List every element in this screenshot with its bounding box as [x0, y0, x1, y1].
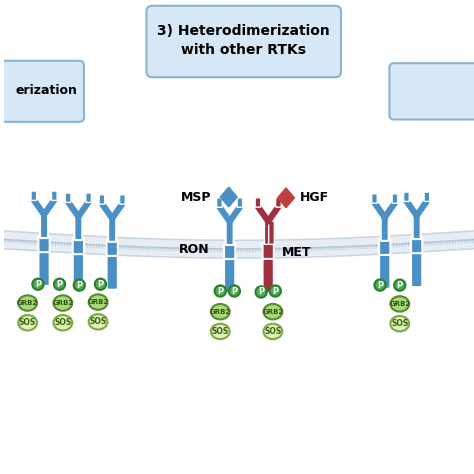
- Text: GRB2: GRB2: [210, 309, 231, 315]
- FancyBboxPatch shape: [275, 198, 281, 207]
- Polygon shape: [278, 188, 294, 208]
- FancyBboxPatch shape: [411, 237, 422, 253]
- Text: SOS: SOS: [211, 327, 229, 336]
- Ellipse shape: [391, 296, 409, 311]
- Text: SOS: SOS: [391, 319, 409, 328]
- FancyBboxPatch shape: [392, 194, 398, 203]
- FancyBboxPatch shape: [413, 215, 420, 239]
- FancyBboxPatch shape: [255, 198, 261, 207]
- FancyBboxPatch shape: [269, 221, 274, 244]
- Text: SOS: SOS: [264, 327, 282, 336]
- Text: GRB2: GRB2: [88, 299, 109, 305]
- FancyBboxPatch shape: [224, 257, 235, 293]
- FancyBboxPatch shape: [381, 217, 389, 241]
- Text: P: P: [35, 280, 41, 289]
- Text: SOS: SOS: [19, 318, 36, 327]
- FancyBboxPatch shape: [424, 192, 430, 201]
- FancyBboxPatch shape: [74, 216, 82, 240]
- Text: P: P: [76, 281, 82, 290]
- FancyBboxPatch shape: [107, 240, 118, 256]
- FancyBboxPatch shape: [38, 236, 50, 252]
- FancyBboxPatch shape: [264, 221, 270, 244]
- Text: GRB2: GRB2: [17, 300, 38, 306]
- Ellipse shape: [211, 304, 230, 319]
- Ellipse shape: [264, 304, 283, 319]
- Text: P: P: [56, 280, 63, 289]
- Circle shape: [54, 279, 65, 290]
- FancyBboxPatch shape: [217, 198, 222, 207]
- Text: MET: MET: [283, 246, 312, 259]
- FancyBboxPatch shape: [73, 238, 84, 254]
- FancyBboxPatch shape: [73, 252, 84, 288]
- FancyBboxPatch shape: [107, 254, 118, 290]
- Ellipse shape: [18, 315, 37, 330]
- Text: HGF: HGF: [300, 191, 329, 204]
- Text: P: P: [97, 280, 103, 289]
- Circle shape: [73, 280, 85, 291]
- Text: GRB2: GRB2: [262, 309, 283, 315]
- Circle shape: [229, 285, 240, 297]
- FancyBboxPatch shape: [52, 191, 57, 201]
- FancyBboxPatch shape: [86, 193, 91, 202]
- Ellipse shape: [54, 315, 72, 330]
- FancyBboxPatch shape: [379, 253, 391, 289]
- Text: GRB2: GRB2: [389, 301, 410, 307]
- Text: P: P: [397, 281, 403, 290]
- FancyBboxPatch shape: [38, 250, 50, 286]
- Circle shape: [394, 280, 405, 291]
- Text: GRB2: GRB2: [52, 300, 73, 306]
- Ellipse shape: [54, 295, 72, 311]
- Ellipse shape: [211, 324, 230, 339]
- FancyBboxPatch shape: [379, 239, 391, 255]
- Text: 3) Heterodimerization
with other RTKs: 3) Heterodimerization with other RTKs: [157, 24, 330, 57]
- Ellipse shape: [391, 316, 409, 331]
- Text: SOS: SOS: [90, 317, 107, 326]
- FancyBboxPatch shape: [404, 192, 409, 201]
- Text: MSP: MSP: [182, 191, 212, 203]
- FancyBboxPatch shape: [119, 195, 125, 204]
- Text: P: P: [231, 286, 237, 295]
- Text: RON: RON: [179, 243, 210, 256]
- Text: P: P: [377, 281, 383, 290]
- FancyBboxPatch shape: [226, 220, 234, 245]
- FancyBboxPatch shape: [31, 191, 36, 201]
- Circle shape: [374, 280, 386, 291]
- Circle shape: [95, 279, 106, 290]
- FancyBboxPatch shape: [263, 257, 274, 293]
- Text: P: P: [217, 286, 223, 295]
- FancyBboxPatch shape: [108, 218, 116, 242]
- Ellipse shape: [18, 295, 37, 311]
- FancyBboxPatch shape: [224, 243, 235, 259]
- FancyBboxPatch shape: [390, 63, 474, 119]
- FancyBboxPatch shape: [99, 195, 105, 204]
- FancyBboxPatch shape: [0, 61, 84, 122]
- Text: P: P: [258, 287, 264, 296]
- Circle shape: [270, 285, 281, 297]
- Text: P: P: [272, 286, 278, 295]
- Ellipse shape: [89, 314, 108, 329]
- FancyBboxPatch shape: [263, 243, 274, 259]
- FancyBboxPatch shape: [237, 198, 243, 207]
- Ellipse shape: [264, 324, 283, 339]
- FancyBboxPatch shape: [40, 214, 48, 238]
- Circle shape: [255, 286, 267, 298]
- FancyBboxPatch shape: [411, 251, 422, 287]
- FancyBboxPatch shape: [372, 194, 377, 203]
- FancyBboxPatch shape: [65, 193, 71, 202]
- Circle shape: [32, 279, 44, 290]
- Polygon shape: [220, 187, 237, 207]
- Text: erization: erization: [15, 84, 77, 97]
- Text: SOS: SOS: [54, 318, 72, 327]
- FancyBboxPatch shape: [146, 6, 341, 77]
- Ellipse shape: [89, 294, 108, 310]
- Circle shape: [215, 285, 226, 297]
